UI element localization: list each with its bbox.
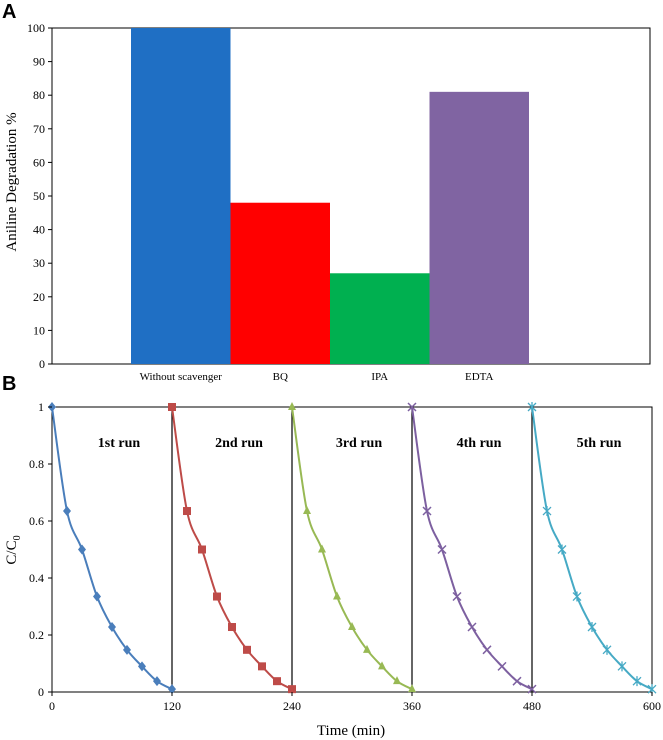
data-point [587, 622, 597, 633]
data-point [303, 506, 311, 515]
data-point [393, 676, 401, 685]
data-point [542, 506, 552, 517]
series-2 [168, 403, 296, 694]
chart-a-ytick-label: 60 [33, 155, 45, 169]
run-label: 4th run [457, 436, 502, 451]
chart-a-category-label: BQ [273, 371, 288, 383]
chart-b-xtick-label: 0 [49, 699, 55, 713]
data-point [198, 545, 206, 554]
data-point [497, 661, 507, 671]
data-point [123, 644, 131, 655]
data-point [407, 402, 417, 412]
chart-a-category-label: EDTA [465, 371, 494, 383]
data-point [78, 544, 86, 555]
run-label: 1st run [98, 436, 141, 451]
data-point [467, 622, 477, 632]
chart-b-ytick-label: 1 [38, 400, 44, 414]
chart-a-category-label: IPA [371, 371, 388, 383]
bar-chart-a: 0 10 20 30 40 50 60 70 80 90 100 Without scavenger… [4, 21, 651, 383]
bar-bq [230, 202, 330, 364]
data-point [527, 684, 537, 694]
line-chart-b: 0 0.2 0.4 0.6 0.8 1 0 120 240 360 480 600 1st run 2… [4, 400, 661, 739]
chart-a-ytick-label: 40 [33, 223, 45, 237]
chart-a-ytick-label: 90 [33, 55, 45, 69]
data-point [557, 544, 567, 555]
data-point [378, 661, 386, 670]
data-point [408, 684, 416, 693]
chart-a-ytick-label: 100 [27, 21, 45, 35]
data-point [93, 591, 101, 602]
panel-label-a: A [2, 1, 16, 23]
data-point [363, 644, 371, 653]
chart-a-ytick-label: 80 [33, 88, 45, 102]
chart-b-ylabel: C/C0 [4, 535, 23, 564]
chart-b-frame [51, 406, 653, 693]
run-label: 5th run [577, 436, 622, 451]
chart-b-xtick-label: 240 [283, 699, 301, 713]
data-point [183, 507, 191, 516]
series-3 [288, 402, 416, 693]
data-point [243, 645, 251, 654]
data-point [318, 544, 326, 553]
chart-a-category-label: Without scavenger [140, 371, 223, 383]
data-point [138, 661, 146, 672]
data-point [452, 591, 462, 602]
data-point [482, 645, 492, 655]
data-point [288, 402, 296, 410]
bar-without-scavenger [131, 28, 231, 364]
data-point [333, 591, 341, 600]
data-point [617, 661, 627, 672]
chart-a-ylabel: Aniline Degradation % [4, 112, 20, 251]
data-point [228, 623, 236, 632]
data-point [512, 676, 522, 686]
panel-label-b: B [2, 373, 16, 395]
data-point [348, 622, 356, 631]
chart-a-ytick-label: 0 [39, 357, 45, 371]
data-point [422, 506, 432, 516]
chart-b-xtick-label: 360 [403, 699, 421, 713]
data-point [168, 403, 176, 411]
bar-edta [429, 91, 529, 364]
data-point [632, 676, 642, 687]
data-point [273, 677, 281, 686]
run-label: 3rd run [336, 436, 383, 451]
chart-a-ytick-label: 20 [33, 290, 45, 304]
data-point [153, 676, 161, 687]
chart-a-ytick-label: 10 [33, 323, 45, 337]
bar-ipa [330, 273, 430, 364]
data-point [108, 622, 116, 633]
series-1 [48, 402, 176, 695]
data-point [288, 685, 296, 694]
run-label: 2nd run [215, 436, 263, 451]
chart-b-ytick-label: 0.8 [29, 457, 44, 471]
data-point [63, 506, 71, 517]
chart-b-ylabel-main: C/C [4, 540, 20, 564]
chart-a-ytick-label: 30 [33, 256, 45, 270]
series-5 [527, 402, 657, 695]
chart-b-xtick-label: 480 [523, 699, 541, 713]
data-point [437, 544, 447, 555]
chart-b-ytick-label: 0.4 [29, 571, 44, 585]
chart-a-ytick-label: 70 [33, 122, 45, 136]
chart-b-xtick-label: 120 [163, 699, 181, 713]
data-point [572, 591, 582, 602]
data-point [527, 402, 537, 412]
chart-b-ytick-label: 0.6 [29, 514, 44, 528]
chart-b-xtick-label: 600 [643, 699, 661, 713]
data-point [258, 662, 266, 671]
chart-b-ylabel-sub: 0 [12, 535, 23, 540]
data-point [602, 644, 612, 655]
data-point [168, 684, 176, 695]
chart-b-ytick-label: 0 [38, 685, 44, 699]
chart-b-xlabel: Time (min) [317, 723, 385, 739]
chart-a-ytick-label: 50 [33, 189, 45, 203]
series-4 [407, 402, 537, 694]
chart-b-ytick-label: 0.2 [29, 628, 44, 642]
data-point [213, 592, 221, 601]
